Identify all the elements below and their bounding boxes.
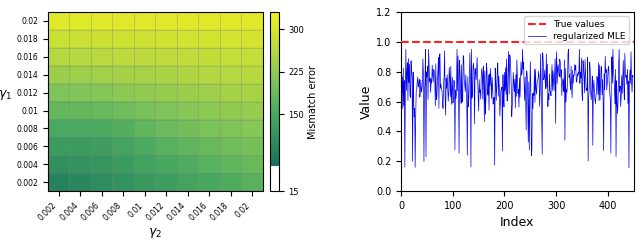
Legend: True values, regularized MLE: True values, regularized MLE bbox=[524, 16, 629, 44]
regularized MLE bbox=[424, 65, 431, 68]
True values bbox=[397, 40, 405, 43]
regularized MLE bbox=[402, 48, 410, 51]
Y-axis label: Value: Value bbox=[360, 84, 373, 119]
regularized MLE bbox=[529, 92, 536, 95]
regularized MLE bbox=[629, 75, 637, 78]
regularized MLE bbox=[627, 82, 634, 85]
regularized MLE bbox=[397, 71, 405, 74]
X-axis label: $\gamma_2$: $\gamma_2$ bbox=[148, 226, 163, 239]
regularized MLE bbox=[566, 73, 573, 76]
Line: regularized MLE: regularized MLE bbox=[401, 49, 633, 168]
regularized MLE bbox=[436, 87, 444, 90]
True values bbox=[398, 40, 406, 43]
Y-axis label: $\gamma_1$: $\gamma_1$ bbox=[0, 87, 12, 102]
X-axis label: Index: Index bbox=[500, 217, 534, 229]
regularized MLE bbox=[620, 82, 628, 85]
Y-axis label: Mismatch error: Mismatch error bbox=[308, 65, 319, 139]
regularized MLE bbox=[625, 166, 633, 169]
